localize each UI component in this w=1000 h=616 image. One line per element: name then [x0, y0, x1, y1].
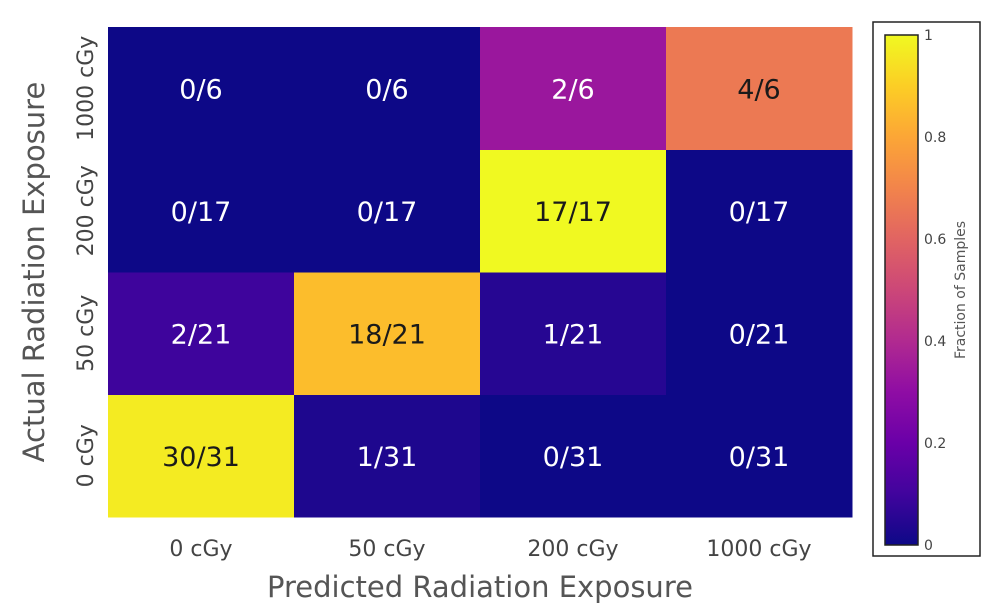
heatmap-cell — [294, 27, 481, 150]
heatmap-cell — [294, 272, 481, 395]
colorbar-tick-label: 0.6 — [924, 232, 946, 248]
heatmap-cell — [666, 272, 853, 395]
heatmap-cell — [480, 394, 667, 518]
heatmap-cell — [108, 27, 295, 150]
cell-value-label: 0/17 — [357, 197, 418, 228]
colorbar-tick-label: 0.8 — [924, 130, 946, 146]
heatmap-cell — [108, 149, 295, 273]
colorbar: 0 0.2 0.4 0.6 0.8 1 Fraction of Samples — [872, 21, 981, 557]
y-tick-label: 1000 cGy — [74, 36, 99, 141]
colorbar-tick-label: 0 — [924, 538, 933, 554]
y-tick-label: 50 cGy — [74, 295, 99, 372]
heatmap-cell — [666, 394, 853, 518]
cell-value-label: 2/6 — [551, 74, 594, 105]
heatmap-cell — [294, 149, 481, 273]
y-tick-label: 0 cGy — [74, 424, 99, 487]
heatmap-cell-labels: 30/31 1/31 0/31 0/31 2/21 18/21 1/21 0/21 0/17 0/… — [162, 74, 789, 473]
cell-value-label: 1/31 — [357, 442, 418, 473]
y-axis-ticks: 0 cGy 50 cGy 200 cGy 1000 cGy — [74, 36, 99, 488]
cell-value-label: 18/21 — [348, 319, 426, 350]
colorbar-tick-label: 0.4 — [924, 334, 946, 350]
x-tick-label: 200 cGy — [527, 537, 618, 562]
colorbar-ticks: 0 0.2 0.4 0.6 0.8 1 — [924, 28, 946, 554]
y-axis-title: Actual Radiation Exposure — [17, 82, 51, 463]
cell-value-label: 0/31 — [729, 442, 790, 473]
heatmap-cells — [108, 27, 853, 518]
heatmap-cell — [108, 394, 295, 518]
x-tick-label: 50 cGy — [348, 537, 425, 562]
cell-value-label: 0/6 — [179, 74, 222, 105]
colorbar-tick-label: 0.2 — [924, 436, 946, 452]
cell-value-label: 0/17 — [171, 197, 232, 228]
heatmap-cell — [480, 27, 667, 150]
x-tick-label: 1000 cGy — [706, 537, 811, 562]
heatmap-cell — [480, 149, 667, 273]
cell-value-label: 30/31 — [162, 442, 240, 473]
heatmap-cell — [108, 272, 295, 395]
heatmap-cell — [666, 27, 853, 150]
heatmap-cell — [666, 149, 853, 273]
colorbar-title: Fraction of Samples — [953, 221, 969, 359]
cell-value-label: 17/17 — [534, 197, 612, 228]
cell-value-label: 0/31 — [543, 442, 604, 473]
cell-value-label: 0/6 — [365, 74, 408, 105]
colorbar-gradient — [884, 34, 919, 546]
y-tick-label: 200 cGy — [74, 165, 99, 256]
heatmap-cell — [480, 272, 667, 395]
x-axis-ticks: 0 cGy 50 cGy 200 cGy 1000 cGy — [169, 537, 811, 562]
colorbar-tick-label: 1 — [924, 28, 933, 44]
cell-value-label: 2/21 — [171, 319, 232, 350]
cell-value-label: 0/17 — [729, 197, 790, 228]
cell-value-label: 0/21 — [729, 319, 790, 350]
heatmap-cell — [294, 394, 481, 518]
x-axis-title: Predicted Radiation Exposure — [267, 570, 693, 604]
cell-value-label: 1/21 — [543, 319, 604, 350]
cell-value-label: 4/6 — [737, 74, 780, 105]
x-tick-label: 0 cGy — [169, 537, 232, 562]
